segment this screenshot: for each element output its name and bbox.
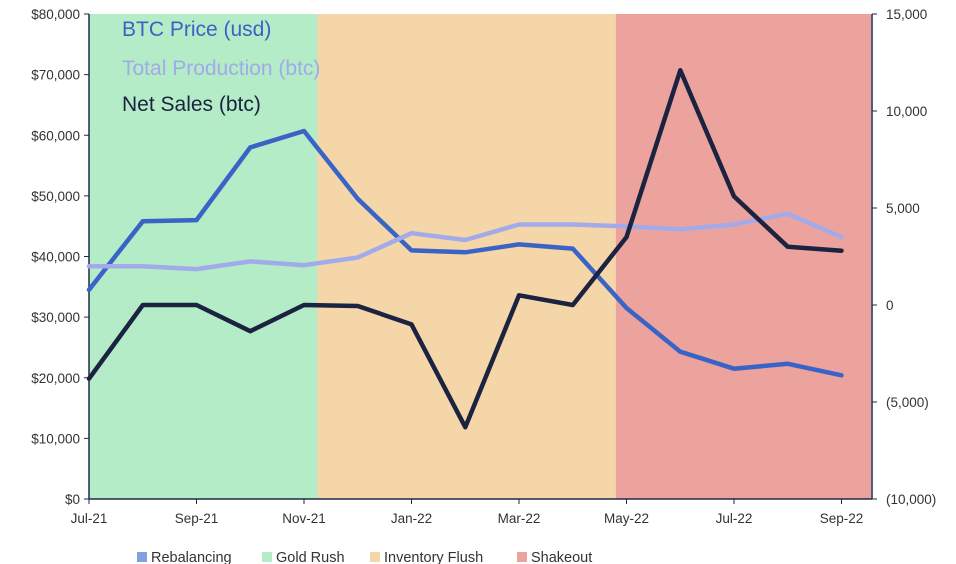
x-tick-label: Sep-22 (820, 511, 864, 526)
series-line-total-production-btc (86, 211, 844, 272)
series-line-btc-price-usd (86, 128, 844, 378)
phase-legend-swatch-shakeout (517, 552, 527, 562)
phase-legend: Rebalancing Gold Rush Inventory Flush Shake… (137, 550, 592, 564)
y-left-tick-label: $80,000 (31, 7, 80, 22)
phase-legend-label-gold-rush: Gold Rush (276, 550, 345, 564)
legend-label-total-production-btc: Total Production (btc) (122, 57, 320, 80)
y-right-tick-label: 5,000 (886, 201, 920, 216)
phase-legend-swatch-gold-rush (262, 552, 272, 562)
y-left-tick-label: $50,000 (31, 189, 80, 204)
y-right-tick-label: 15,000 (886, 7, 927, 22)
phase-legend-swatch-rebalancing (137, 552, 147, 562)
series-legend: BTC Price (usd) Total Production (btc) Net… (122, 18, 320, 116)
phase-band-shakeout (615, 14, 872, 499)
x-tick-label: Jan-22 (391, 511, 432, 526)
series-lines (86, 68, 844, 430)
series-line-net-sales-btc (86, 68, 844, 430)
phase-band-gold-rush (89, 14, 318, 499)
legend-label-net-sales-btc: Net Sales (btc) (122, 93, 261, 116)
y-left-tick-label: $20,000 (31, 371, 80, 386)
phase-legend-swatch-inventory-flush (370, 552, 380, 562)
y-right-tick-label: (10,000) (886, 492, 936, 507)
y-left-tick-label: $60,000 (31, 128, 80, 143)
phase-legend-label-rebalancing: Rebalancing (151, 550, 232, 564)
x-tick-label: Nov-21 (282, 511, 326, 526)
x-tick-label: Mar-22 (498, 511, 541, 526)
axes: $0 $10,000 $20,000 $30,000 $40,000 $50,000 $60… (31, 7, 936, 526)
y-left-tick-label: $70,000 (31, 68, 80, 83)
phase-legend-label-inventory-flush: Inventory Flush (384, 550, 483, 564)
y-right-tick-label: 0 (886, 298, 894, 313)
x-tick-label: Sep-21 (175, 511, 219, 526)
y-left-tick-label: $40,000 (31, 250, 80, 265)
x-tick-label: May-22 (604, 511, 649, 526)
phase-legend-label-shakeout: Shakeout (531, 550, 592, 564)
y-left-tick-label: $30,000 (31, 310, 80, 325)
y-right-tick-label: (5,000) (886, 395, 929, 410)
legend-label-btc-price-usd: BTC Price (usd) (122, 18, 271, 41)
x-tick-label: Jul-21 (71, 511, 108, 526)
y-left-tick-label: $10,000 (31, 431, 80, 446)
y-right-tick-label: 10,000 (886, 104, 927, 119)
phase-backgrounds (89, 14, 872, 499)
x-tick-label: Jul-22 (716, 511, 753, 526)
y-left-tick-label: $0 (65, 492, 80, 507)
